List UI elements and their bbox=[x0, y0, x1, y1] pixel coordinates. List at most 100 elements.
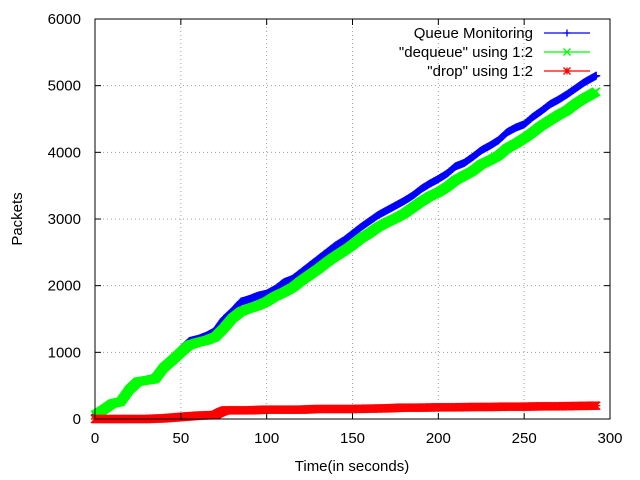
series-1-point bbox=[283, 281, 285, 283]
series-1-point bbox=[403, 200, 405, 202]
legend: Queue Monitoring "dequeue" using 1:2 "drop… bbox=[399, 25, 590, 80]
series-1-point bbox=[532, 116, 534, 118]
series-3-point bbox=[317, 408, 319, 410]
series-2-point bbox=[403, 213, 405, 215]
series-3-point bbox=[219, 411, 221, 413]
series-2-point bbox=[386, 221, 388, 223]
series-1-point bbox=[369, 220, 371, 222]
series-3-point bbox=[283, 409, 285, 411]
series-2-point bbox=[223, 327, 225, 329]
series-2-point bbox=[128, 389, 130, 391]
y-tick-label: 4000 bbox=[48, 144, 81, 161]
series-3-line bbox=[95, 404, 597, 421]
series-2-point bbox=[326, 261, 328, 263]
series-2-point bbox=[103, 409, 105, 411]
series-2-point bbox=[146, 379, 147, 381]
series-2-point bbox=[231, 317, 233, 319]
series-3-point bbox=[214, 414, 216, 416]
series-1-point bbox=[497, 139, 499, 141]
series-3-point bbox=[437, 406, 439, 408]
series-2-point bbox=[420, 201, 422, 203]
series-2-point bbox=[558, 114, 559, 116]
series-2-point bbox=[111, 403, 113, 405]
legend-label: "drop" using 1:2 bbox=[427, 63, 533, 80]
series-1-point bbox=[291, 278, 293, 280]
series-1-point bbox=[446, 173, 448, 175]
series-1-point bbox=[575, 87, 577, 89]
series-2 bbox=[90, 87, 601, 420]
series-3-point bbox=[506, 406, 508, 408]
series-1-point bbox=[566, 93, 568, 95]
y-tick-label: 0 bbox=[73, 411, 81, 428]
series-3-point bbox=[420, 407, 422, 409]
x-axis-label: Time(in seconds) bbox=[295, 458, 409, 475]
series-3-point bbox=[472, 406, 474, 408]
series-2-point bbox=[317, 268, 319, 270]
y-tick-label: 2000 bbox=[48, 278, 81, 295]
series-1-point bbox=[480, 149, 482, 151]
series-2-point bbox=[595, 91, 597, 93]
series-1-point bbox=[429, 183, 431, 185]
series-2-point bbox=[206, 339, 208, 341]
series-3-point bbox=[489, 406, 491, 408]
series-2-point bbox=[532, 131, 534, 133]
series-1-point bbox=[386, 209, 388, 211]
series-3-point bbox=[352, 408, 353, 410]
series-3-point bbox=[455, 406, 456, 408]
series-3-point bbox=[197, 415, 199, 417]
x-tick-label: 0 bbox=[91, 430, 99, 447]
series-1-point bbox=[463, 162, 465, 164]
series-1-point bbox=[377, 214, 379, 216]
series-2-point bbox=[171, 359, 173, 361]
series-2-point bbox=[163, 367, 165, 369]
series-2-point bbox=[352, 244, 353, 246]
series-2-point bbox=[154, 378, 156, 380]
legend-marker bbox=[563, 48, 571, 56]
series-2-point bbox=[455, 179, 456, 181]
legend-label: Queue Monitoring bbox=[414, 25, 533, 42]
series-2-point bbox=[540, 125, 542, 127]
x-tick-label: 100 bbox=[254, 430, 279, 447]
x-tick-label: 250 bbox=[512, 430, 537, 447]
y-axis-label: Packets bbox=[9, 192, 26, 245]
series-2-point bbox=[266, 301, 268, 303]
series-2-point bbox=[515, 143, 517, 145]
series-2-point bbox=[463, 175, 465, 177]
series-1-point bbox=[506, 131, 508, 133]
series-2-point bbox=[446, 186, 448, 188]
series-2-point bbox=[369, 232, 371, 234]
legend-label: "dequeue" using 1:2 bbox=[399, 44, 533, 61]
series-3-point bbox=[369, 408, 371, 410]
series-2-point bbox=[377, 226, 379, 228]
legend-marker bbox=[563, 29, 571, 37]
series-2-point bbox=[506, 147, 508, 149]
series-3-point bbox=[403, 407, 405, 409]
series-1-point bbox=[583, 81, 585, 83]
series-3-point bbox=[575, 405, 577, 407]
series-2-point bbox=[283, 291, 285, 293]
series-2-point bbox=[214, 336, 216, 338]
series-1-point bbox=[549, 103, 551, 105]
series-1-point bbox=[523, 123, 525, 125]
series-2-point bbox=[197, 341, 199, 343]
series-3-point bbox=[249, 409, 250, 411]
series-2-point bbox=[274, 295, 276, 297]
series-3-point bbox=[540, 405, 542, 407]
series-2-point bbox=[249, 307, 250, 309]
series-2-point bbox=[180, 351, 182, 353]
series-1-point bbox=[595, 75, 597, 77]
series-3-point bbox=[334, 408, 336, 410]
series-2-point bbox=[137, 381, 139, 383]
series-2-point bbox=[309, 274, 311, 276]
series-1-point bbox=[352, 233, 353, 235]
series-3-point bbox=[558, 405, 559, 407]
x-tick-label: 50 bbox=[172, 430, 189, 447]
series-1-point bbox=[223, 318, 225, 320]
series-1-point bbox=[334, 245, 336, 247]
series-1-point bbox=[326, 251, 328, 253]
series-3-point bbox=[595, 405, 597, 407]
series-1-point bbox=[515, 127, 517, 129]
series-1-point bbox=[240, 301, 242, 303]
series-1-point bbox=[472, 156, 474, 158]
